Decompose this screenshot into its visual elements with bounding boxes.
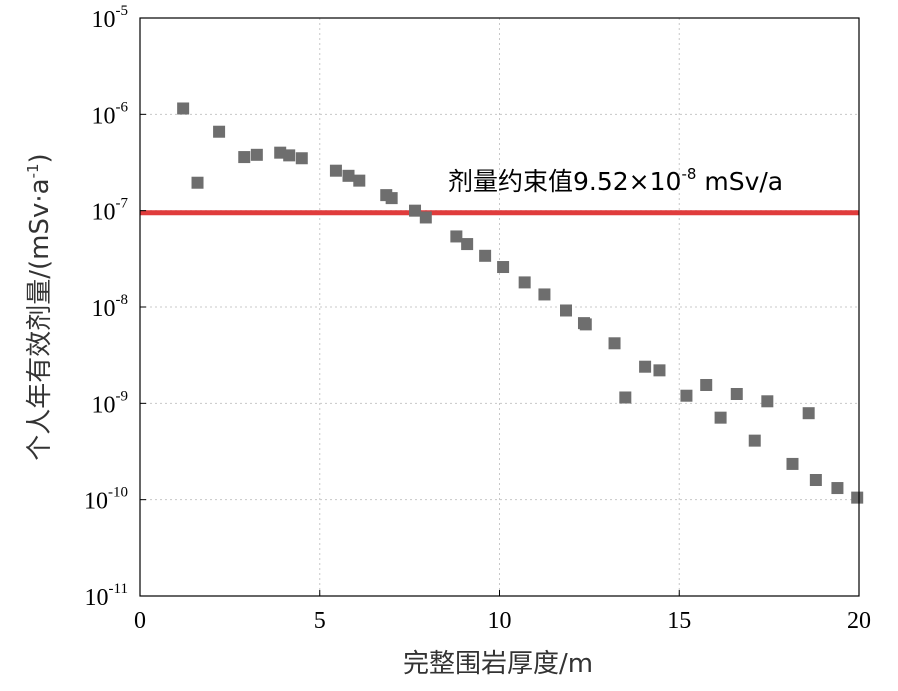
y-axis-label: 个人年有效剂量/(mSv·a-1): [24, 153, 55, 460]
x-tick-label: 20: [847, 608, 871, 634]
y-tick-label: 10-10: [84, 485, 128, 515]
data-point: [748, 434, 761, 447]
data-point: [191, 176, 204, 189]
y-tick-label: 10-5: [92, 3, 129, 33]
data-point: [295, 152, 308, 165]
data-point: [238, 151, 251, 164]
data-point: [419, 211, 432, 224]
x-tick-label: 10: [488, 608, 512, 634]
data-point: [283, 149, 296, 162]
data-point: [579, 318, 592, 331]
data-point: [385, 192, 398, 205]
data-points: [177, 102, 864, 504]
data-point: [619, 391, 632, 404]
data-point: [538, 288, 551, 301]
x-axis-ticks: 0 5 10 15 20: [134, 590, 871, 634]
data-point: [329, 164, 342, 177]
data-point: [802, 407, 815, 420]
data-point: [608, 337, 621, 350]
data-point: [786, 457, 799, 470]
data-point: [213, 125, 226, 138]
data-point: [730, 387, 743, 400]
data-point: [479, 249, 492, 262]
x-tick-label: 0: [134, 608, 146, 634]
data-point: [639, 360, 652, 373]
y-tick-label: 10-11: [85, 581, 128, 611]
data-point: [342, 169, 355, 182]
data-point: [653, 364, 666, 377]
y-tick-label: 10-8: [92, 292, 129, 322]
data-point: [461, 238, 474, 251]
x-axis-label: 完整围岩厚度/m: [403, 649, 593, 679]
x-tick-label: 5: [314, 608, 326, 634]
data-point: [450, 230, 463, 243]
data-point: [353, 174, 366, 187]
data-point: [700, 378, 713, 391]
data-point: [560, 304, 573, 317]
data-point: [409, 204, 422, 217]
x-tick-label: 15: [667, 608, 691, 634]
data-point: [831, 482, 844, 495]
data-point: [809, 474, 822, 487]
y-tick-label: 10-9: [92, 388, 129, 418]
data-point: [851, 491, 864, 504]
y-tick-label: 10-7: [92, 196, 129, 226]
y-tick-label: 10-6: [92, 99, 129, 129]
data-point: [680, 389, 693, 402]
data-point: [177, 102, 190, 115]
data-point: [497, 261, 510, 274]
data-point: [761, 395, 774, 408]
grid-lines: [140, 18, 859, 596]
data-point: [714, 411, 727, 424]
data-point: [518, 276, 531, 289]
y-axis-ticks: 10-5 10-6 10-7 10-8 10-9 10-10 10-11: [84, 3, 146, 611]
reference-line-label: 剂量约束值9.52×10-8 mSv/a: [448, 165, 783, 196]
data-point: [250, 148, 263, 161]
